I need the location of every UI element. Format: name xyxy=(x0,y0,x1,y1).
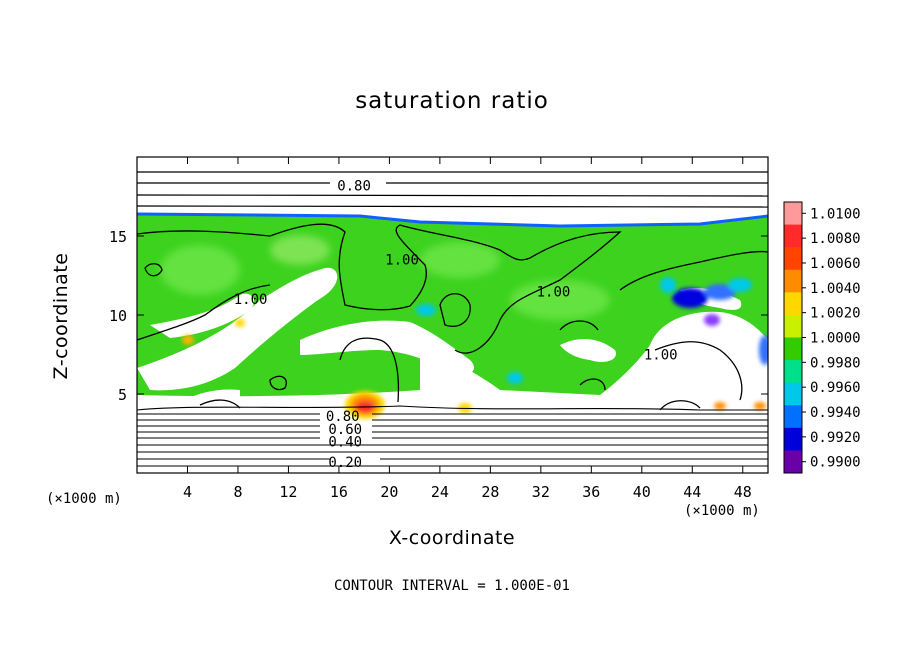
slightly-supersaturated-patches xyxy=(160,235,610,320)
chart-title: saturation ratio xyxy=(355,88,549,114)
colorbar-swatch xyxy=(784,382,802,406)
x-unit-left: (×1000 m) xyxy=(46,491,122,507)
colorbar-label: 1.0020 xyxy=(810,306,861,322)
x-axis-ticks: 4 8 12 16 20 24 28 32 36 40 44 48 xyxy=(183,157,752,501)
x-tick-label: 32 xyxy=(532,483,550,501)
x-axis-label: X-coordinate xyxy=(388,527,516,549)
colorbar-label: 0.9980 xyxy=(810,355,861,371)
colorbar-swatch xyxy=(784,450,802,474)
colorbar-swatch xyxy=(784,337,802,361)
x-tick-label: 8 xyxy=(233,483,242,501)
colorbar-label: 1.0060 xyxy=(810,256,861,272)
contour-label: 0.80 xyxy=(326,409,360,425)
colorbar-swatch xyxy=(784,202,802,226)
colorbar-label: 0.9920 xyxy=(810,430,861,446)
y-tick-label: 10 xyxy=(109,307,127,325)
x-tick-label: 16 xyxy=(330,483,348,501)
contour-lines-1-00 xyxy=(137,223,768,411)
colorbar-swatch xyxy=(784,269,802,293)
colorbar-label: 1.0080 xyxy=(810,231,861,247)
contour-lines-aloft xyxy=(137,171,768,208)
colorbar-swatch xyxy=(784,360,802,384)
x-tick-label: 4 xyxy=(183,483,192,501)
x-tick-label: 20 xyxy=(380,483,398,501)
x-tick-label: 36 xyxy=(582,483,600,501)
x-tick-label: 12 xyxy=(279,483,297,501)
contour-label: 0.60 xyxy=(328,422,362,438)
y-tick-label: 5 xyxy=(118,386,127,404)
y-tick-label: 15 xyxy=(109,228,127,246)
y-axis-label: Z-coordinate xyxy=(50,252,72,380)
contour-label: 1.00 xyxy=(385,253,419,269)
contour-label: 1.00 xyxy=(537,284,571,300)
subsaturated-spots xyxy=(416,277,768,384)
colorbar-label: 1.0100 xyxy=(810,206,861,222)
x-tick-label: 28 xyxy=(481,483,499,501)
contour-lines-lower xyxy=(137,405,768,467)
contour-interval-note: CONTOUR INTERVAL = 1.000E-01 xyxy=(333,578,570,594)
x-tick-label: 40 xyxy=(633,483,651,501)
contour-label: 0.40 xyxy=(328,434,362,450)
contour-labels: 0.801.001.001.001.000.800.600.400.20 xyxy=(234,178,678,471)
colorbar-swatch xyxy=(784,292,802,316)
colorbar-label: 0.9960 xyxy=(810,380,861,396)
colorbar-label: 1.0000 xyxy=(810,331,861,347)
contour-label: 0.20 xyxy=(328,455,362,471)
x-tick-label: 24 xyxy=(431,483,449,501)
colorbar-label: 1.0040 xyxy=(810,281,861,297)
colorbar: 1.0100 1.0080 1.0060 1.0040 1.0020 1.0000 0.99… xyxy=(783,201,861,474)
colorbar-swatch xyxy=(784,314,802,338)
colorbar-swatch xyxy=(784,247,802,271)
x-tick-label: 48 xyxy=(734,483,752,501)
x-unit-right: (×1000 m) xyxy=(684,503,760,519)
y-axis-ticks: 5 10 15 xyxy=(109,228,768,404)
colorbar-swatch xyxy=(784,427,802,451)
contour-label: 1.00 xyxy=(234,292,268,308)
saturation-field xyxy=(137,157,768,473)
colorbar-label: 0.9900 xyxy=(810,455,861,471)
colorbar-label: 0.9940 xyxy=(810,405,861,421)
colorbar-swatch xyxy=(784,224,802,248)
colorbar-swatch xyxy=(784,405,802,429)
contour-label: 0.80 xyxy=(337,178,371,194)
x-tick-label: 44 xyxy=(683,483,701,501)
contour-label: 1.00 xyxy=(644,348,678,364)
